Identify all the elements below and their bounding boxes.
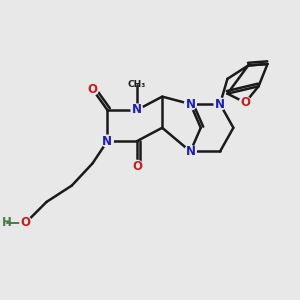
Circle shape <box>20 217 32 229</box>
Text: O: O <box>21 216 31 229</box>
Text: N: N <box>102 135 112 148</box>
Text: N: N <box>132 103 142 116</box>
Text: N: N <box>185 98 195 110</box>
Circle shape <box>184 98 196 110</box>
Circle shape <box>131 104 143 116</box>
Circle shape <box>184 146 196 158</box>
Text: O: O <box>240 96 250 109</box>
Text: O: O <box>132 160 142 173</box>
Text: O: O <box>88 83 98 96</box>
Text: N: N <box>215 98 225 110</box>
Circle shape <box>239 97 251 109</box>
Circle shape <box>101 135 113 147</box>
Circle shape <box>87 83 98 95</box>
Circle shape <box>131 160 143 172</box>
Text: CH₃: CH₃ <box>128 80 146 89</box>
Text: N: N <box>185 145 195 158</box>
Text: H: H <box>2 216 11 229</box>
Circle shape <box>214 98 226 110</box>
